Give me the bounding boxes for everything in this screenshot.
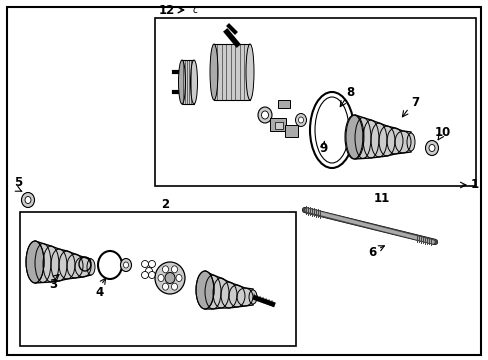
Text: 8: 8 [345,85,353,99]
Ellipse shape [25,197,31,203]
Bar [20,212,295,346]
Text: 9: 9 [318,141,326,154]
Bar [155,18,475,186]
Ellipse shape [98,251,122,279]
Text: 11: 11 [373,192,389,204]
Text: 1: 1 [470,179,478,192]
Ellipse shape [155,262,184,294]
Text: 5: 5 [14,176,22,189]
Text: 4: 4 [96,285,104,298]
Ellipse shape [145,267,152,274]
Ellipse shape [120,258,131,271]
Ellipse shape [178,60,185,104]
Text: 6: 6 [367,247,375,260]
Bar [285,125,297,137]
Bar [269,118,285,131]
Ellipse shape [406,133,414,151]
Ellipse shape [309,92,353,168]
Text: 10: 10 [434,126,450,139]
Ellipse shape [148,271,155,279]
Ellipse shape [158,274,163,282]
Ellipse shape [141,261,148,267]
Ellipse shape [345,115,362,159]
Ellipse shape [298,117,303,123]
Text: c: c [193,5,198,15]
Ellipse shape [261,111,268,119]
Bar [278,100,289,108]
Text: 12: 12 [159,4,175,17]
Ellipse shape [176,274,182,282]
Ellipse shape [428,144,434,152]
Ellipse shape [123,262,128,268]
Polygon shape [354,115,410,159]
Ellipse shape [425,140,438,156]
Ellipse shape [171,266,177,273]
Bar [214,44,249,100]
Text: 7: 7 [410,95,418,108]
Ellipse shape [26,241,44,283]
Ellipse shape [162,283,168,290]
Ellipse shape [171,283,177,290]
Ellipse shape [21,193,35,207]
Ellipse shape [190,60,197,104]
Text: 3: 3 [49,279,57,292]
Ellipse shape [245,44,253,100]
Polygon shape [204,271,252,309]
Ellipse shape [87,259,95,275]
Ellipse shape [141,271,148,279]
Ellipse shape [209,44,218,100]
Ellipse shape [248,290,257,304]
Bar [182,60,194,104]
Bar [274,122,283,129]
Ellipse shape [295,113,306,126]
Ellipse shape [314,97,348,163]
Ellipse shape [148,261,155,267]
Ellipse shape [258,107,271,123]
Ellipse shape [164,273,175,284]
Ellipse shape [162,266,168,273]
Polygon shape [35,241,91,283]
Text: 2: 2 [161,198,169,211]
Ellipse shape [196,271,214,309]
